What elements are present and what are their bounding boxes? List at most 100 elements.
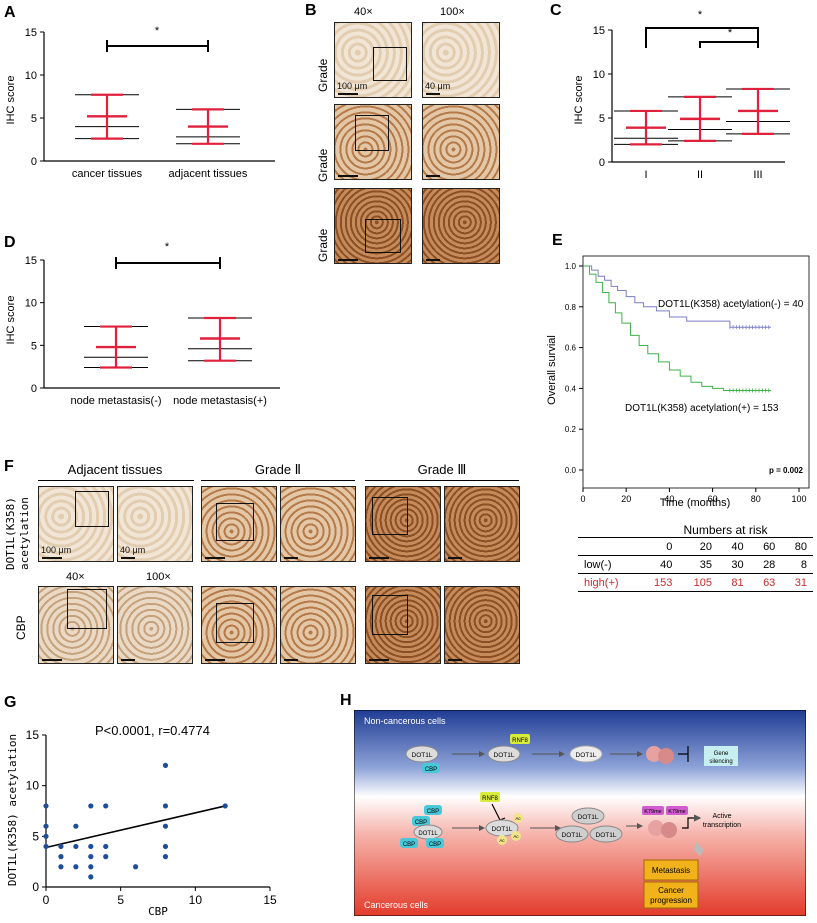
risk-row-label: low(-) (584, 558, 612, 571)
panel-label-f: F (4, 458, 14, 475)
risk-cell: 105 (693, 576, 712, 589)
cbp-node (424, 805, 442, 815)
dot1l-node (571, 807, 605, 825)
cbp-node (422, 763, 440, 773)
x-tick-label: 0 (43, 893, 50, 907)
risk-cell: 81 (731, 576, 744, 589)
panel-d-chart: IHC score 0 5 10 15 * node metastasis(-) nod… (5, 241, 280, 407)
risk-table: Numbers at risk 0 20 40 60 80 low(-) 40 … (578, 523, 813, 592)
inhibition-line (491, 803, 501, 821)
panel-b-tile-g2-40x (334, 104, 412, 180)
risk-cell: 30 (731, 558, 744, 571)
regression-line (45, 805, 226, 849)
metastasis-label: Metastasis (652, 866, 690, 875)
scatter-point (58, 854, 64, 860)
scale-bar (205, 659, 225, 661)
panel-g-ylabel: DOT1L(K358) acetylation (6, 734, 19, 886)
scale-bar (369, 557, 389, 559)
x-tick-label: 5 (117, 893, 124, 907)
panel-f-g3-100x (444, 486, 520, 562)
x-tick-label: 15 (263, 893, 277, 907)
x-category-label: I (644, 169, 647, 181)
risk-time: 40 (731, 540, 744, 553)
scatter-point (88, 854, 94, 860)
x-tick-label: 40 (664, 494, 674, 504)
cbp-label: CBP (425, 767, 437, 773)
risk-cell: 63 (763, 576, 776, 589)
scale-bar (426, 175, 440, 177)
panel-f-cbp-adj-40x (38, 586, 114, 664)
y-tick-label: 0 (599, 157, 605, 169)
rnf8-node (480, 792, 500, 802)
panel-b-tile-g1-100x: 40 μm (422, 22, 500, 98)
scale-text-100um: 100 μm (41, 545, 72, 555)
scale-bar (284, 659, 298, 661)
k79me-node (666, 806, 688, 815)
scatter-point (162, 762, 169, 768)
divider (201, 480, 355, 481)
panel-f-row1-label: DOT1L(K358) acetylation (4, 490, 32, 570)
panel-e-label-pos: DOT1L(K358) acetylation(+) = 153 (625, 403, 779, 414)
scale-bar (121, 557, 135, 559)
cbp-label: CBP (427, 809, 439, 815)
y-tick-label: 0.6 (565, 344, 577, 353)
x-category-label: III (753, 169, 762, 181)
scatter-point (43, 843, 49, 850)
zoom-box (372, 497, 408, 535)
ac-node (497, 835, 507, 845)
panel-label-d: D (4, 234, 16, 251)
scatter-point (73, 843, 79, 850)
cancer-label-2: progression (650, 896, 692, 905)
panel-d-significance: * (165, 241, 170, 253)
scatter-point (88, 843, 94, 850)
panel-h-top-label: Non-cancerous cells (364, 716, 446, 726)
panel-f-cbp-adj-100x (117, 586, 193, 664)
y-tick-label: 5 (599, 113, 605, 125)
y-tick-label: 5 (31, 340, 37, 352)
nucleosome (658, 748, 674, 764)
dot1l-label: DOT1L (562, 832, 583, 839)
risk-time: 80 (794, 540, 807, 553)
nucleosome (646, 746, 662, 762)
active-2: transcription (703, 822, 741, 829)
panel-e-chart: Overall survial 0 20 40 60 80 100 0.0 0.2 0.4 0.6… (546, 255, 810, 509)
y-tick-label: 15 (25, 255, 37, 267)
gene-silencing-2: silencing (709, 759, 732, 765)
panel-f-g2-100x (280, 486, 356, 562)
dot1l-label: DOT1L (576, 752, 597, 759)
scale-bar (338, 175, 358, 177)
scatter-point (88, 864, 94, 870)
panel-c-sig-1: * (698, 10, 703, 21)
metastasis-box (643, 859, 699, 881)
panel-g-xlabel: CBP (148, 905, 168, 918)
scatter-point (88, 874, 94, 880)
zoom-box (373, 47, 407, 81)
panel-b-tile-g1-40x: 100 μm (334, 22, 412, 98)
scatter-point (58, 843, 64, 850)
y-tick-label: 1.0 (565, 262, 577, 271)
scale-bar (205, 557, 225, 559)
panel-f-g2-40x (201, 486, 277, 562)
scatter-point (43, 803, 49, 809)
dot1l-label: DOT1L (596, 832, 617, 839)
x-tick-label: 0 (580, 494, 585, 504)
panel-label-b: B (305, 2, 317, 19)
x-tick-label: 10 (189, 893, 203, 907)
panel-c-ylabel: IHC score (573, 76, 585, 125)
ac-node (513, 813, 523, 823)
panel-f-header-grade3: Grade Ⅲ (417, 462, 467, 477)
arrow-shape (694, 842, 704, 856)
x-category-label: cancer tissues (72, 168, 143, 180)
panel-f-adj-100x: 40 μm (117, 486, 193, 562)
x-category-label: node metastasis(+) (173, 395, 267, 407)
risk-table-title: Numbers at risk (683, 523, 768, 537)
k79me-node (642, 806, 664, 815)
cancer-progression-box (643, 881, 699, 909)
panel-d-ylabel: IHC score (5, 296, 17, 345)
panel-f-cbp-g3-40x (365, 586, 441, 664)
panel-b-tile-g3-100x (422, 188, 500, 264)
y-tick-label: 0 (31, 383, 37, 395)
dot1l-label: DOT1L (494, 752, 515, 759)
dot1l-label: DOT1L (418, 831, 438, 837)
panel-e-xlabel: Time (months) (660, 497, 731, 509)
